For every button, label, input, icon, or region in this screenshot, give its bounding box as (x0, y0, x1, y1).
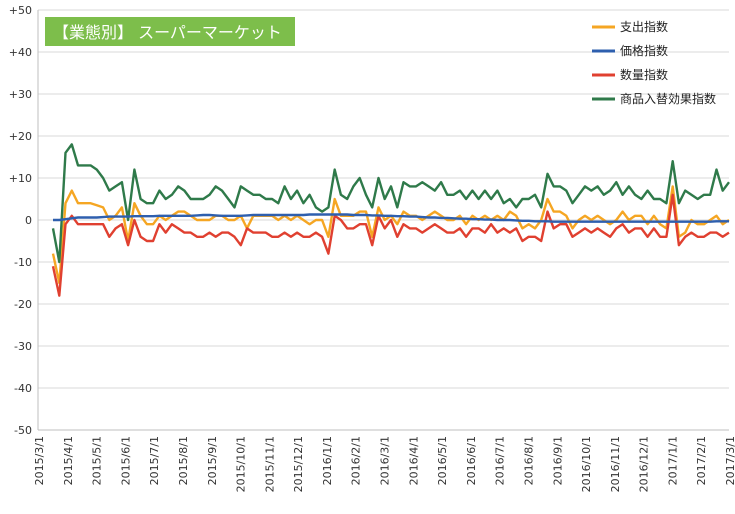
chart-title: 【業態別】 スーパーマーケット (53, 23, 282, 42)
y-tick-label: -10 (14, 256, 32, 269)
legend-label: 支出指数 (620, 19, 668, 34)
x-tick-label: 2015/8/1 (177, 436, 190, 485)
x-tick-label: 2016/7/1 (494, 436, 507, 485)
x-tick-label: 2017/2/1 (695, 436, 708, 485)
x-tick-label: 2016/1/1 (321, 436, 334, 485)
x-tick-label: 2016/2/1 (350, 436, 363, 485)
x-tick-label: 2016/5/1 (436, 436, 449, 485)
x-tick-label: 2015/3/1 (33, 436, 46, 485)
x-tick-label: 2015/11/1 (263, 436, 276, 492)
chart-title-background (45, 17, 295, 46)
x-tick-label: 2016/3/1 (379, 436, 392, 485)
x-tick-label: 2015/5/1 (91, 436, 104, 485)
chart-title-box: 【業態別】 スーパーマーケット (45, 17, 295, 46)
x-tick-label: 2016/4/1 (407, 436, 420, 485)
legend-label: 商品入替効果指数 (620, 91, 716, 106)
y-tick-label: +50 (9, 4, 32, 17)
x-tick-label: 2016/9/1 (551, 436, 564, 485)
y-tick-label: +30 (9, 88, 32, 101)
x-tick-label: 2015/9/1 (206, 436, 219, 485)
legend-label: 価格指数 (620, 43, 668, 58)
x-tick-label: 2015/4/1 (62, 436, 75, 485)
x-tick-label: 2016/11/1 (609, 436, 622, 492)
y-tick-label: +20 (9, 130, 32, 143)
y-tick-label: 0 (25, 214, 32, 227)
x-tick-label: 2015/6/1 (119, 436, 132, 485)
series-line-3 (51, 143, 730, 264)
y-tick-label: -30 (14, 340, 32, 353)
y-tick-label: +10 (9, 172, 32, 185)
y-tick-label: +40 (9, 46, 32, 59)
x-tick-label: 2016/6/1 (465, 436, 478, 485)
series-line-2 (51, 193, 730, 297)
axes (37, 10, 729, 431)
x-tick-labels: 2015/3/1 2015/4/1 2015/5/1 2015/6/1 2015/7/1… (33, 436, 735, 492)
y-tick-labels: +50 +40 +30 +20 +10 0 -10 -20 -30 -40 -50 (9, 4, 32, 437)
x-tick-label: 2015/7/1 (148, 436, 161, 485)
x-tick-label: 2016/12/1 (638, 436, 651, 492)
x-tick-label: 2015/12/1 (292, 436, 305, 492)
x-tick-label: 2016/8/1 (522, 436, 535, 485)
series-lines (51, 143, 730, 297)
y-tick-label: -40 (14, 382, 32, 395)
y-tick-label: -50 (14, 424, 32, 437)
x-tick-label: 2015/10/1 (235, 436, 248, 492)
series-line-1 (53, 213, 729, 223)
legend-label: 数量指数 (620, 67, 668, 82)
x-tick-label: 2016/10/1 (580, 436, 593, 492)
y-tick-label: -20 (14, 298, 32, 311)
x-tick-label: 2017/1/1 (666, 436, 679, 485)
x-tick-label: 2017/3/1 (724, 436, 735, 485)
